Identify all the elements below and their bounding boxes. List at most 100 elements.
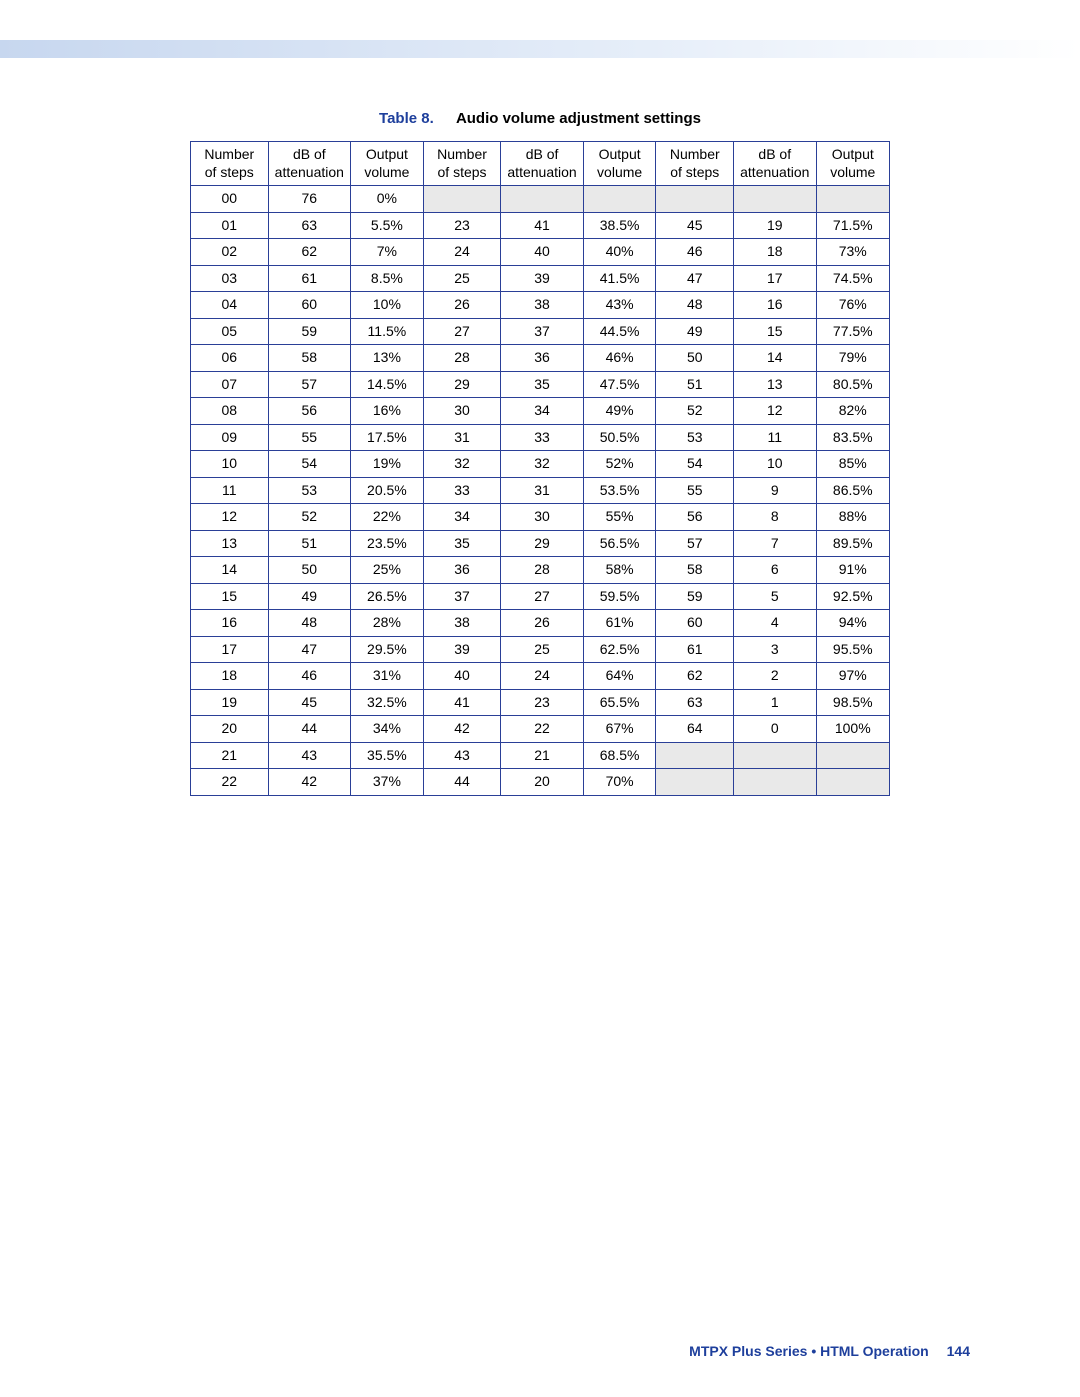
table-cell: 62 [268, 239, 350, 266]
table-cell: 57 [656, 530, 734, 557]
table-row: 046010%263843%481676% [191, 292, 890, 319]
table-cell: 34% [351, 716, 424, 743]
table-cell: 16 [191, 610, 269, 637]
table-cell: 10 [191, 451, 269, 478]
table-cell: 43 [423, 742, 501, 769]
table-cell: 55% [583, 504, 656, 531]
column-header: Numberof steps [656, 142, 734, 186]
table-cell: 80.5% [816, 371, 889, 398]
table-cell: 42 [268, 769, 350, 796]
table-row: 105419%323252%541085% [191, 451, 890, 478]
table-cell: 11.5% [351, 318, 424, 345]
table-cell: 37% [351, 769, 424, 796]
table-cell: 37 [423, 583, 501, 610]
table-cell: 08 [191, 398, 269, 425]
table-row: 085616%303449%521282% [191, 398, 890, 425]
table-cell: 35 [501, 371, 583, 398]
column-header: Numberof steps [423, 142, 501, 186]
table-cell: 56 [656, 504, 734, 531]
table-cell: 25 [423, 265, 501, 292]
table-cell: 59 [656, 583, 734, 610]
table-cell: 15 [191, 583, 269, 610]
table-cell [816, 742, 889, 769]
table-cell: 42 [423, 716, 501, 743]
table-cell: 03 [191, 265, 269, 292]
table-cell: 28 [423, 345, 501, 372]
table-cell: 58% [583, 557, 656, 584]
column-header: Outputvolume [816, 142, 889, 186]
table-cell [656, 186, 734, 213]
table-cell: 27 [501, 583, 583, 610]
table-cell: 49 [268, 583, 350, 610]
table-cell: 20.5% [351, 477, 424, 504]
table-cell: 50 [656, 345, 734, 372]
table-cell: 09 [191, 424, 269, 451]
table-cell: 07 [191, 371, 269, 398]
table-cell: 41.5% [583, 265, 656, 292]
table-cell: 0% [351, 186, 424, 213]
table-cell: 53 [656, 424, 734, 451]
table-cell: 61% [583, 610, 656, 637]
table-cell: 39 [501, 265, 583, 292]
table-cell [656, 769, 734, 796]
table-cell: 40 [423, 663, 501, 690]
table-row: 194532.5%412365.5%63198.5% [191, 689, 890, 716]
table-cell: 1 [734, 689, 816, 716]
table-cell: 8.5% [351, 265, 424, 292]
table-cell: 70% [583, 769, 656, 796]
column-header: Outputvolume [583, 142, 656, 186]
column-header: Outputvolume [351, 142, 424, 186]
table-cell: 30 [423, 398, 501, 425]
table-cell: 26 [423, 292, 501, 319]
table-cell: 61 [268, 265, 350, 292]
table-cell: 59.5% [583, 583, 656, 610]
table-cell: 53.5% [583, 477, 656, 504]
table-cell: 7% [351, 239, 424, 266]
column-header: dB ofattenuation [501, 142, 583, 186]
footer-text: MTPX Plus Series • HTML Operation [689, 1343, 929, 1359]
table-cell: 36 [501, 345, 583, 372]
table-cell: 31 [501, 477, 583, 504]
table-cell: 7 [734, 530, 816, 557]
table-cell: 02 [191, 239, 269, 266]
table-cell: 44 [268, 716, 350, 743]
table-cell: 98.5% [816, 689, 889, 716]
table-cell: 23 [423, 212, 501, 239]
table-cell: 74.5% [816, 265, 889, 292]
table-row: 125222%343055%56888% [191, 504, 890, 531]
table-cell [656, 742, 734, 769]
table-cell: 33 [501, 424, 583, 451]
table-row: 115320.5%333153.5%55986.5% [191, 477, 890, 504]
table-cell: 56.5% [583, 530, 656, 557]
table-cell: 31% [351, 663, 424, 690]
table-cell: 38 [501, 292, 583, 319]
table-cell: 55 [268, 424, 350, 451]
table-cell: 22 [191, 769, 269, 796]
table-row: 095517.5%313350.5%531183.5% [191, 424, 890, 451]
table-cell: 77.5% [816, 318, 889, 345]
table-row: 02627%244040%461873% [191, 239, 890, 266]
table-cell: 41 [423, 689, 501, 716]
table-cell: 95.5% [816, 636, 889, 663]
table-cell: 36 [423, 557, 501, 584]
table-cell: 29 [501, 530, 583, 557]
table-cell: 52 [656, 398, 734, 425]
table-cell: 76% [816, 292, 889, 319]
table-cell [816, 186, 889, 213]
table-cell: 32 [423, 451, 501, 478]
table-cell [583, 186, 656, 213]
table-cell: 9 [734, 477, 816, 504]
table-cell: 16 [734, 292, 816, 319]
table-cell: 14 [734, 345, 816, 372]
table-cell: 22 [501, 716, 583, 743]
table-cell: 54 [656, 451, 734, 478]
table-cell [734, 769, 816, 796]
table-cell: 31 [423, 424, 501, 451]
table-cell: 59 [268, 318, 350, 345]
table-cell: 19% [351, 451, 424, 478]
table-cell: 60 [268, 292, 350, 319]
table-cell: 50.5% [583, 424, 656, 451]
table-cell: 45 [268, 689, 350, 716]
table-cell: 47.5% [583, 371, 656, 398]
table-cell: 12 [191, 504, 269, 531]
